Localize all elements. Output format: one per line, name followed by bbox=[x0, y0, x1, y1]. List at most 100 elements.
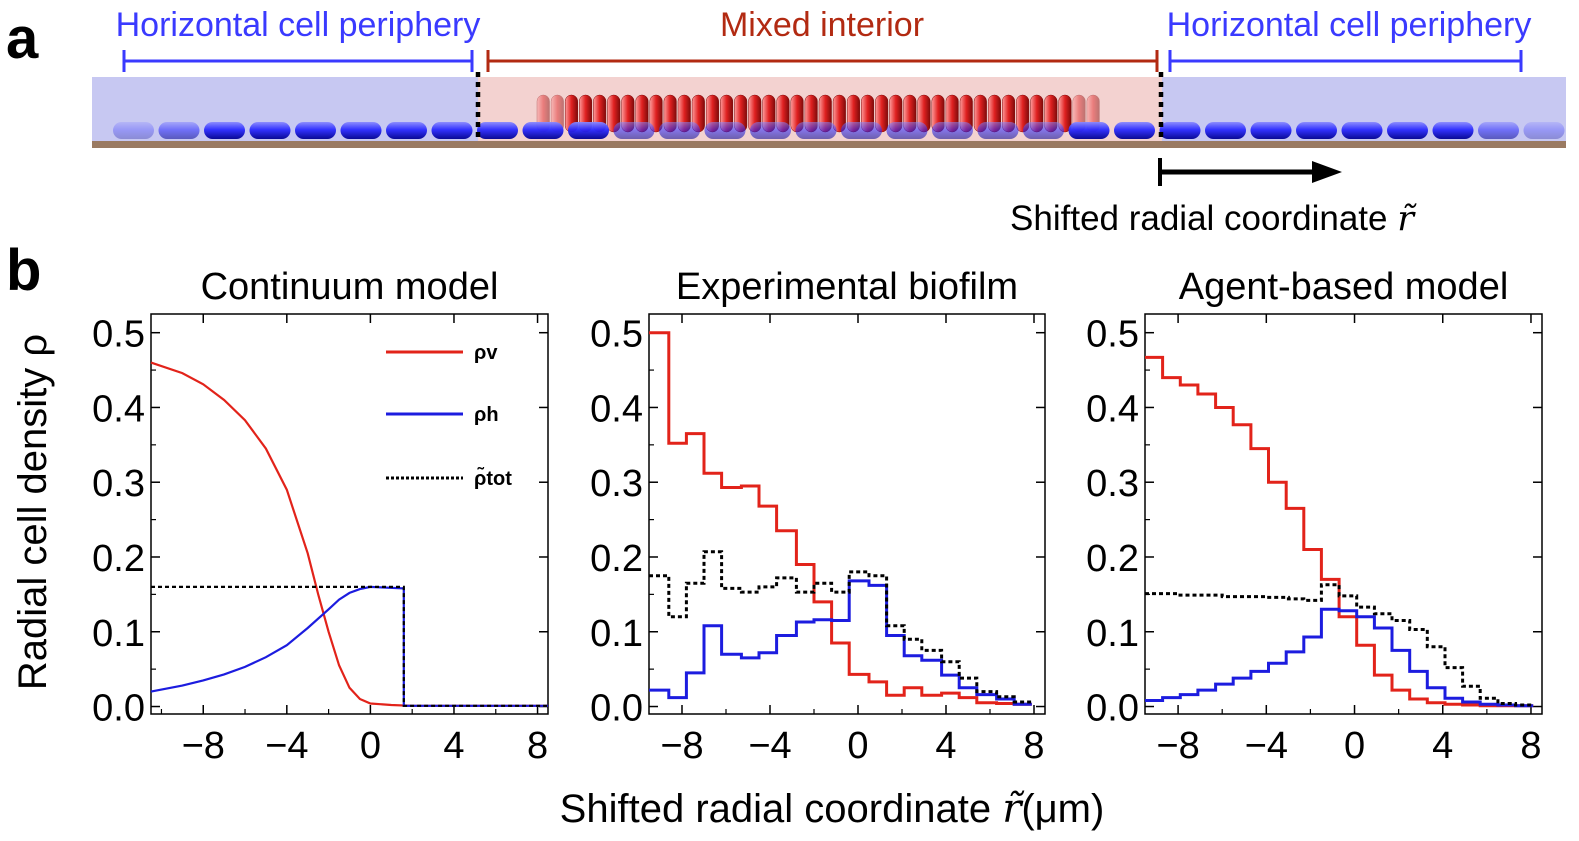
y-axis-label: Radial cell density ρ bbox=[11, 334, 55, 690]
horizontal-cell bbox=[477, 122, 518, 139]
substrate bbox=[92, 141, 1566, 148]
series-line-rho-v bbox=[1145, 355, 1534, 708]
y-tick-label: 0.3 bbox=[92, 463, 145, 505]
horizontal-cell bbox=[1296, 122, 1337, 139]
horizontal-cell bbox=[249, 122, 291, 139]
horizontal-cells bbox=[113, 122, 1565, 139]
y-tick-label: 0.2 bbox=[92, 538, 145, 580]
x-tick-label: 4 bbox=[443, 725, 464, 767]
horizontal-cell bbox=[1432, 122, 1474, 139]
x-axis-label-text: Shifted radial coordinate bbox=[560, 787, 991, 831]
x-tick-label: −4 bbox=[748, 725, 791, 767]
arrow-caption: Shifted radial coordinate r̃ bbox=[1010, 199, 1417, 239]
horizontal-cell bbox=[431, 122, 473, 139]
y-tick-label: 0.4 bbox=[92, 388, 145, 430]
legend-label-total: ρ̃tot bbox=[474, 466, 512, 490]
y-tick-label: 0.0 bbox=[1086, 688, 1139, 730]
y-tick-label: 0.5 bbox=[590, 314, 643, 356]
right-region-label: Horizontal cell periphery bbox=[1167, 6, 1532, 44]
vertical-cell bbox=[1058, 94, 1072, 133]
horizontal-cell bbox=[886, 122, 928, 139]
horizontal-cell bbox=[613, 122, 655, 139]
y-tick-label: 0.1 bbox=[590, 613, 643, 655]
y-tick-label: 0.3 bbox=[1086, 463, 1139, 505]
chart-title: Continuum model bbox=[201, 266, 499, 308]
x-tick-label: 0 bbox=[847, 725, 868, 767]
horizontal-cell bbox=[522, 122, 564, 139]
horizontal-cell bbox=[1068, 122, 1110, 139]
y-tick-label: 0.0 bbox=[92, 688, 145, 730]
arrow-caption-text: Shifted radial coordinate bbox=[1010, 199, 1387, 238]
x-tick-label: 4 bbox=[1432, 725, 1453, 767]
horizontal-cell bbox=[1478, 122, 1519, 139]
y-tick-label: 0.2 bbox=[1086, 538, 1139, 580]
horizontal-cell bbox=[1387, 122, 1428, 139]
series-line-rho-h bbox=[1145, 607, 1534, 708]
horizontal-cell bbox=[204, 122, 245, 139]
horizontal-cell bbox=[1159, 122, 1201, 139]
horizontal-cell bbox=[568, 122, 609, 139]
horizontal-cell bbox=[795, 122, 837, 139]
horizontal-cell bbox=[1250, 122, 1292, 139]
chart-title: Experimental biofilm bbox=[676, 266, 1018, 308]
center-region-label: Mixed interior bbox=[720, 6, 924, 44]
x-tick-label: −4 bbox=[265, 725, 308, 767]
horizontal-cell bbox=[1341, 122, 1383, 139]
left-region-bracket bbox=[122, 50, 474, 72]
horizontal-cell bbox=[295, 122, 336, 139]
chart-2: Experimental biofilm −8 −4 0 4 8 0.0 0.1 0.2 0.3 0… bbox=[590, 266, 1046, 767]
horizontal-cell bbox=[1114, 122, 1155, 139]
x-axis-label-symbol: r̃ bbox=[1002, 786, 1024, 832]
x-tick-label: 0 bbox=[360, 725, 381, 767]
plot-frame bbox=[150, 313, 549, 715]
horizontal-cell bbox=[750, 122, 791, 139]
panel-a-label: a bbox=[6, 6, 39, 71]
horizontal-cell bbox=[1523, 122, 1565, 139]
x-tick-label: −4 bbox=[1245, 725, 1288, 767]
legend-label-vertical: ρv bbox=[474, 342, 498, 364]
plot-frame bbox=[648, 313, 1046, 715]
charts: Continuum model −8 −4 0 4 8 0.0 0.1 0.2 0.3 0.4 0.5… bbox=[92, 266, 1543, 767]
x-tick-label: 0 bbox=[1344, 725, 1365, 767]
y-tick-label: 0.5 bbox=[1086, 314, 1139, 356]
plot-frame bbox=[1144, 313, 1543, 715]
x-axis-label-unit: (μm) bbox=[1021, 787, 1104, 831]
horizontal-cell bbox=[704, 122, 746, 139]
y-tick-label: 0.1 bbox=[92, 613, 145, 655]
right-region-bracket bbox=[1168, 50, 1523, 72]
y-tick-label: 0.3 bbox=[590, 463, 643, 505]
y-tick-label: 0.0 bbox=[590, 688, 643, 730]
chart-3: Agent-based model −8 −4 0 4 8 0.0 0.1 0.2 0.3 0.4 0… bbox=[1086, 266, 1543, 767]
panel-b-label: b bbox=[6, 238, 41, 303]
chart-1: Continuum model −8 −4 0 4 8 0.0 0.1 0.2 0.3 0.4 0.5 bbox=[92, 266, 549, 767]
series-line-rho-tot bbox=[649, 550, 1032, 704]
horizontal-cell bbox=[113, 122, 154, 139]
vertical-cell bbox=[1016, 94, 1030, 133]
series-line-rho-tot bbox=[151, 585, 548, 707]
y-tick-label: 0.5 bbox=[92, 314, 145, 356]
x-tick-label: −8 bbox=[660, 725, 703, 767]
y-tick-label: 0.1 bbox=[1086, 613, 1139, 655]
left-region-label: Horizontal cell periphery bbox=[116, 6, 481, 44]
x-tick-label: 4 bbox=[935, 725, 956, 767]
x-tick-label: −8 bbox=[182, 725, 225, 767]
panel-b: b Radial cell density ρ Shifted radial c… bbox=[6, 238, 1543, 832]
horizontal-cell bbox=[977, 122, 1019, 139]
x-tick-label: 8 bbox=[527, 725, 548, 767]
horizontal-cell bbox=[659, 122, 700, 139]
legend-label-horizontal: ρh bbox=[474, 404, 499, 426]
vertical-cell bbox=[832, 94, 846, 133]
horizontal-cell bbox=[158, 122, 200, 139]
horizontal-cell bbox=[932, 122, 973, 139]
horizontal-cell bbox=[841, 122, 882, 139]
y-tick-label: 0.4 bbox=[590, 388, 643, 430]
horizontal-cell bbox=[340, 122, 382, 139]
y-tick-label: 0.4 bbox=[1086, 388, 1139, 430]
horizontal-cell bbox=[386, 122, 427, 139]
series-line-rho-h bbox=[150, 585, 548, 707]
legend: ρv ρh ρ̃tot bbox=[386, 342, 512, 490]
series-line-rho-v bbox=[649, 331, 1032, 706]
panel-a: a Horizontal cell periphery Mixed interi… bbox=[6, 6, 1566, 239]
chart-title: Agent-based model bbox=[1179, 266, 1509, 308]
